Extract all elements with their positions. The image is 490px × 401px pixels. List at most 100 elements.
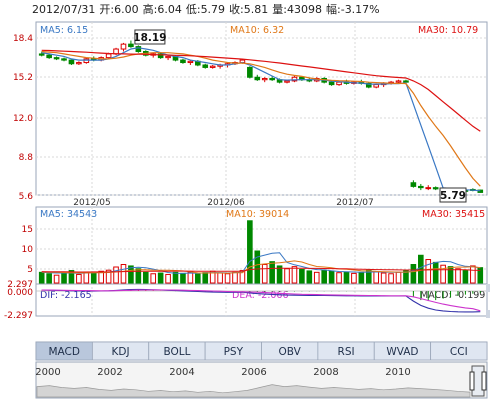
volume-bar bbox=[269, 261, 275, 284]
price-tick-label: 8.8 bbox=[19, 153, 34, 163]
volume-bar bbox=[284, 268, 290, 284]
vol-ma30-legend: MA30: 35415 bbox=[422, 209, 485, 220]
date-axis: 2012/05 2012/06 2012/07 bbox=[73, 198, 373, 208]
volume-bar bbox=[395, 271, 402, 284]
volume-bar bbox=[403, 270, 409, 284]
volume-tick-label: 15 bbox=[22, 225, 33, 235]
candle-body bbox=[128, 43, 134, 48]
timeline-year-labels: 2000 2002 2004 2006 2008 2010 bbox=[35, 367, 410, 378]
timeline-right-handle[interactable] bbox=[481, 371, 487, 391]
min-callout-text: 5.79 bbox=[440, 190, 466, 202]
volume-bar bbox=[83, 271, 90, 284]
volume-bar bbox=[113, 266, 119, 284]
year-label: 2006 bbox=[241, 367, 266, 378]
vol-ma10-legend: MA10: 39014 bbox=[226, 209, 289, 220]
timeline-left-handle[interactable] bbox=[469, 371, 475, 391]
candle-body bbox=[135, 46, 142, 52]
volume-bar bbox=[217, 272, 223, 284]
candle-body bbox=[395, 80, 402, 83]
candle-body bbox=[209, 65, 216, 68]
year-label: 2004 bbox=[169, 367, 194, 378]
candle-body bbox=[180, 59, 186, 64]
max-price-callout: 18.19 bbox=[133, 29, 167, 45]
macd-tick-label: 2.297 bbox=[7, 280, 33, 290]
candle-body bbox=[432, 187, 439, 190]
volume-bar bbox=[373, 271, 380, 284]
candle-body bbox=[76, 62, 82, 65]
volume-bar bbox=[336, 272, 342, 284]
volume-bar bbox=[440, 264, 446, 284]
tab-label-kdj: KDJ bbox=[112, 346, 130, 358]
ma-legend: MA5: 6.15 MA10: 6.32 MA30: 10.79 bbox=[40, 25, 478, 36]
volume-bar bbox=[328, 270, 335, 284]
candle-body bbox=[165, 55, 171, 59]
volume-bar bbox=[232, 271, 238, 284]
panel-resize-handle[interactable] bbox=[486, 310, 490, 318]
volume-bar bbox=[90, 272, 97, 284]
volume-bar bbox=[432, 261, 439, 284]
ma-line-ma5 bbox=[41, 47, 481, 192]
volume-bar bbox=[470, 265, 476, 284]
panel-resize-handle[interactable] bbox=[486, 284, 490, 292]
tab-cci[interactable] bbox=[430, 341, 488, 361]
candle-body bbox=[247, 66, 253, 78]
volume-bar bbox=[135, 268, 142, 284]
volume-bar bbox=[343, 271, 350, 284]
candle-body bbox=[38, 53, 45, 56]
candle-body bbox=[120, 43, 127, 50]
candle-body bbox=[403, 80, 409, 83]
tab-label-cci: CCI bbox=[450, 346, 468, 358]
volume-bar bbox=[150, 273, 157, 284]
min-price-callout: 5.79 bbox=[439, 187, 467, 203]
ma5-legend: MA5: 6.15 bbox=[40, 25, 88, 36]
date-tick-label: 2012/07 bbox=[336, 198, 373, 208]
candle-body bbox=[477, 189, 484, 193]
candle-body bbox=[373, 84, 380, 88]
candle-body bbox=[61, 58, 67, 61]
tab-label-rsi: RSI bbox=[338, 346, 355, 358]
volume-bar bbox=[351, 272, 357, 284]
price-panel bbox=[35, 21, 488, 196]
volume-bars bbox=[38, 220, 484, 284]
macd-line-dea bbox=[41, 289, 481, 312]
tab-label-obv: OBV bbox=[279, 346, 302, 358]
volume-bar bbox=[462, 270, 469, 284]
price-tick-label: 12.0 bbox=[13, 114, 33, 124]
indicator-tab-bar: MACD KDJ BOLL PSY OBV RSI WVAD CCI bbox=[35, 341, 488, 361]
volume-legend: MA5: 34543 MA10: 39014 MA30: 35415 bbox=[40, 209, 485, 220]
volume-bar bbox=[276, 265, 283, 284]
volume-bar bbox=[247, 220, 253, 284]
volume-bar bbox=[38, 271, 45, 284]
vol-ma5-legend: MA5: 34543 bbox=[40, 209, 97, 220]
max-callout-text: 18.19 bbox=[133, 32, 166, 44]
candle-body bbox=[187, 60, 194, 64]
volume-bar bbox=[380, 272, 387, 284]
volume-bar bbox=[105, 269, 112, 284]
candle-body bbox=[336, 81, 342, 86]
candle-body bbox=[53, 57, 60, 60]
candle-body bbox=[284, 80, 290, 83]
volume-bar bbox=[418, 254, 424, 284]
timeline-price-area bbox=[36, 384, 471, 398]
macd-legend: DIF: -2.165 DEA: -2.066 MACD: -0.199 bbox=[40, 290, 485, 301]
candle-body bbox=[291, 76, 298, 82]
volume-bar bbox=[261, 264, 268, 284]
candle-body bbox=[261, 77, 268, 81]
price-tick-label: 5.6 bbox=[19, 192, 34, 202]
tab-label-macd: MACD bbox=[48, 346, 79, 358]
tab-label-wvad: WVAD bbox=[386, 346, 418, 358]
macd-value-legend: MACD: -0.199 bbox=[420, 290, 485, 301]
volume-bar bbox=[291, 266, 298, 284]
volume-bar bbox=[76, 273, 82, 284]
min-callout-box bbox=[439, 187, 467, 203]
dif-legend: DIF: -2.165 bbox=[40, 290, 92, 301]
volume-bar bbox=[410, 264, 417, 284]
candle-body bbox=[157, 53, 164, 59]
volume-bar bbox=[306, 270, 313, 284]
candle-body bbox=[254, 76, 261, 81]
macd-tick-label: -2.297 bbox=[4, 311, 33, 321]
ma10-legend: MA10: 6.32 bbox=[230, 25, 284, 36]
candle-body bbox=[365, 82, 372, 88]
